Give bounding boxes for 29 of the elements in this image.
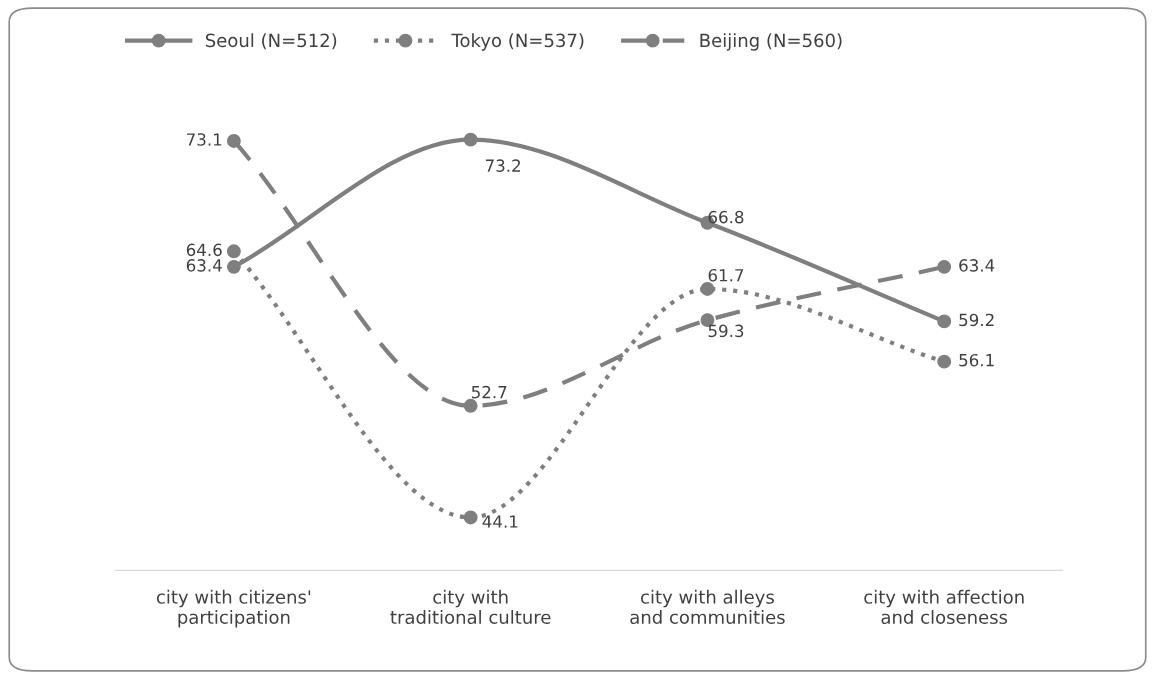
- x-tick-label: city with traditional culture: [390, 589, 551, 624]
- x-tick-label: city with alleys and communities: [630, 589, 785, 624]
- data-label: 73.1: [187, 133, 222, 146]
- point: [463, 132, 478, 147]
- data-label: 59.2: [959, 313, 994, 327]
- data-label: 66.8: [708, 210, 744, 224]
- data-label: 44.1: [482, 515, 518, 528]
- legend-label: Seoul (N=512): [205, 33, 337, 50]
- point: [463, 398, 478, 413]
- data-label: 59.3: [708, 324, 744, 338]
- point: [937, 259, 952, 274]
- point: [226, 133, 241, 148]
- data-label: 61.7: [708, 268, 744, 282]
- data-label: 73.2: [485, 159, 520, 172]
- point: [937, 314, 952, 329]
- point: [463, 510, 478, 525]
- point: [937, 354, 952, 369]
- data-label: 52.7: [471, 385, 507, 399]
- x-tick-label: city with affection and closeness: [864, 589, 1024, 624]
- data-label: 64.6: [186, 243, 222, 257]
- legend-label: Tokyo (N=537): [451, 33, 584, 51]
- point: [226, 244, 241, 259]
- point: [226, 259, 241, 274]
- legend-label: Beijing (N=560): [700, 33, 842, 51]
- x-tick-label: city with citizens' participation: [156, 589, 311, 628]
- point: [700, 282, 715, 296]
- data-label: 56.1: [959, 353, 994, 367]
- data-label: 63.4: [959, 259, 995, 272]
- data-label: 63.4: [186, 259, 222, 272]
